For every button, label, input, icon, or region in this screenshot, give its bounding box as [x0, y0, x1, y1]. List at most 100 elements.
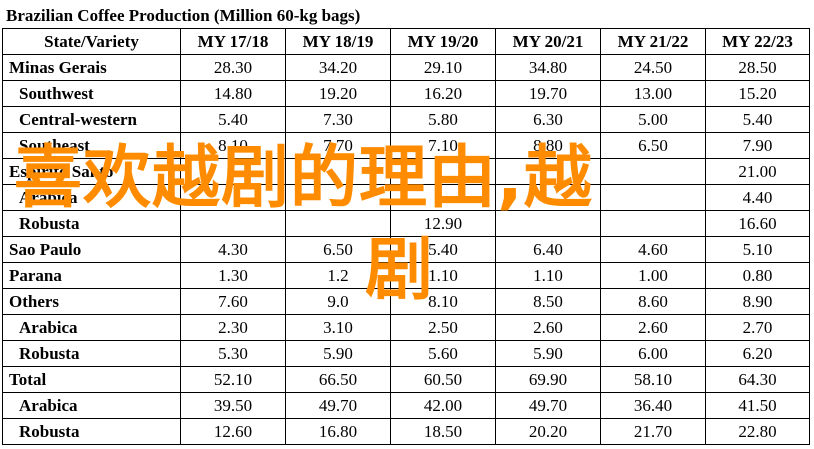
value-cell: 5.30 — [180, 340, 286, 367]
value-cell — [600, 210, 706, 237]
value-cell — [495, 184, 601, 211]
value-cell: 12.90 — [390, 210, 496, 237]
value-cell: 1.10 — [390, 262, 496, 289]
row-label: Robusta — [2, 340, 181, 367]
header-cell: MY 18/19 — [285, 28, 391, 55]
value-cell — [180, 184, 286, 211]
table-row: Robusta 12.60 16.80 18.50 20.20 21.70 22.80 — [2, 418, 810, 445]
row-label: Arabica — [2, 184, 181, 211]
table-row: Southeast 8.10 7.70 7.10 8.80 6.50 7.90 — [2, 132, 810, 159]
value-cell: 20.20 — [495, 418, 601, 445]
value-cell: 49.70 — [285, 392, 391, 419]
value-cell: 6.40 — [495, 236, 601, 263]
value-cell: 19.70 — [495, 80, 601, 107]
value-cell: 18.50 — [390, 418, 496, 445]
value-cell: 7.10 — [390, 132, 496, 159]
value-cell: 8.80 — [495, 132, 601, 159]
value-cell: 58.10 — [600, 366, 706, 393]
value-cell: 66.50 — [285, 366, 391, 393]
value-cell: 64.30 — [705, 366, 810, 393]
value-cell: 2.60 — [495, 314, 601, 341]
value-cell — [495, 210, 601, 237]
value-cell — [285, 210, 391, 237]
table-body: Minas Gerais 28.30 34.20 29.10 34.80 24.50 28.… — [2, 54, 810, 445]
value-cell — [180, 158, 286, 185]
row-label: Minas Gerais — [2, 54, 181, 81]
table-title: Brazilian Coffee Production (Million 60-… — [6, 6, 361, 25]
table-row: Robusta 5.30 5.90 5.60 5.90 6.00 6.20 — [2, 340, 810, 367]
value-cell: 16.60 — [705, 210, 810, 237]
value-cell — [390, 158, 496, 185]
value-cell: 8.90 — [705, 288, 810, 315]
value-cell: 42.00 — [390, 392, 496, 419]
value-cell: 41.50 — [705, 392, 810, 419]
value-cell: 49.70 — [495, 392, 601, 419]
value-cell: 28.50 — [705, 54, 810, 81]
value-cell: 1.00 — [600, 262, 706, 289]
row-label: Southeast — [2, 132, 181, 159]
value-cell: 21.00 — [705, 158, 810, 185]
table-row: Parana 1.30 1.2 1.10 1.10 1.00 0.80 — [2, 262, 810, 289]
value-cell: 1.30 — [180, 262, 286, 289]
value-cell: 2.50 — [390, 314, 496, 341]
table-row: Minas Gerais 28.30 34.20 29.10 34.80 24.50 28.… — [2, 54, 810, 81]
value-cell — [285, 184, 391, 211]
value-cell: 28.30 — [180, 54, 286, 81]
value-cell: 29.10 — [390, 54, 496, 81]
row-label: Robusta — [2, 418, 181, 445]
header-cell: MY 17/18 — [180, 28, 286, 55]
value-cell: 69.90 — [495, 366, 601, 393]
value-cell: 2.30 — [180, 314, 286, 341]
value-cell: 8.10 — [180, 132, 286, 159]
value-cell: 5.00 — [600, 106, 706, 133]
value-cell: 4.30 — [180, 236, 286, 263]
value-cell: 22.80 — [705, 418, 810, 445]
value-cell: 7.60 — [180, 288, 286, 315]
value-cell: 19.20 — [285, 80, 391, 107]
row-label: Arabica — [2, 392, 181, 419]
value-cell: 1.10 — [495, 262, 601, 289]
value-cell — [600, 184, 706, 211]
value-cell: 0.80 — [705, 262, 810, 289]
value-cell: 8.50 — [495, 288, 601, 315]
table-row: Robusta 12.90 16.60 — [2, 210, 810, 237]
value-cell: 2.70 — [705, 314, 810, 341]
row-label: Sao Paulo — [2, 236, 181, 263]
header-cell: MY 19/20 — [390, 28, 496, 55]
row-label: Central-western — [2, 106, 181, 133]
value-cell: 5.40 — [390, 236, 496, 263]
table-row: Arabica 4.40 — [2, 184, 810, 211]
header-cell: MY 22/23 — [705, 28, 810, 55]
value-cell: 6.20 — [705, 340, 810, 367]
table-row: Central-western 5.40 7.30 5.80 6.30 5.00 5.40 — [2, 106, 810, 133]
table-row: Others 7.60 9.0 8.10 8.50 8.60 8.90 — [2, 288, 810, 315]
value-cell: 24.50 — [600, 54, 706, 81]
table-row: Total 52.10 66.50 60.50 69.90 58.10 64.30 — [2, 366, 810, 393]
header-cell: State/Variety — [2, 28, 181, 55]
value-cell: 3.10 — [285, 314, 391, 341]
value-cell: 5.80 — [390, 106, 496, 133]
value-cell: 52.10 — [180, 366, 286, 393]
value-cell: 6.30 — [495, 106, 601, 133]
value-cell: 7.70 — [285, 132, 391, 159]
value-cell: 5.90 — [495, 340, 601, 367]
production-table: State/Variety MY 17/18 MY 18/19 MY 19/20… — [2, 28, 810, 445]
value-cell — [285, 158, 391, 185]
value-cell: 2.60 — [600, 314, 706, 341]
row-label: Total — [2, 366, 181, 393]
value-cell: 34.80 — [495, 54, 601, 81]
value-cell: 16.80 — [285, 418, 391, 445]
value-cell: 1.2 — [285, 262, 391, 289]
row-label: Espirito Santo — [2, 158, 181, 185]
table-row: Arabica 2.30 3.10 2.50 2.60 2.60 2.70 — [2, 314, 810, 341]
row-label: Parana — [2, 262, 181, 289]
table-row: Espirito Santo 21.00 — [2, 158, 810, 185]
table-row: Southwest 14.80 19.20 16.20 19.70 13.00 15.20 — [2, 80, 810, 107]
value-cell: 9.0 — [285, 288, 391, 315]
value-cell: 12.60 — [180, 418, 286, 445]
header-cell: MY 21/22 — [600, 28, 706, 55]
value-cell: 6.50 — [600, 132, 706, 159]
value-cell — [600, 158, 706, 185]
row-label: Arabica — [2, 314, 181, 341]
value-cell: 4.60 — [600, 236, 706, 263]
